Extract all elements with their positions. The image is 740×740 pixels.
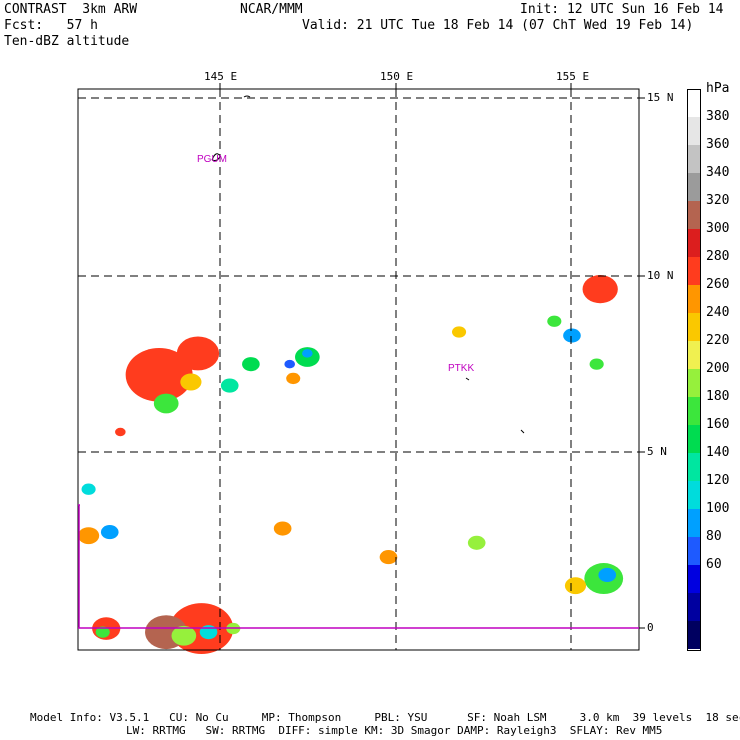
colorbar-label: 200 — [706, 361, 730, 376]
reflectivity-cells — [78, 274, 624, 654]
reflectivity-cell — [180, 373, 202, 391]
reflectivity-cell — [81, 483, 96, 495]
reflectivity-cell — [153, 393, 179, 414]
colorbar-label: 240 — [706, 305, 730, 320]
reflectivity-cell — [286, 372, 301, 385]
reflectivity-cell — [563, 328, 581, 343]
colorbar-label: 180 — [706, 389, 730, 404]
colorbar-label: 380 — [706, 109, 730, 124]
map-frame — [77, 88, 640, 651]
reflectivity-cell — [564, 577, 587, 595]
colorbar-label: 340 — [706, 165, 730, 180]
reflectivity-cell — [452, 326, 467, 338]
reflectivity-cell — [78, 527, 100, 545]
reflectivity-cell — [125, 348, 193, 402]
colorbar-label: 140 — [706, 445, 730, 460]
colorbar-label: 280 — [706, 249, 730, 264]
footer-line-1: Model Info: V3.5.1 CU: No Cu MP: Thompso… — [30, 711, 740, 724]
model-title: CONTRAST 3km ARW — [4, 2, 138, 17]
lon-label-155e: 155 E — [556, 70, 590, 83]
reflectivity-cell — [220, 378, 239, 393]
colorbar-label: 260 — [706, 277, 730, 292]
reflectivity-cell — [598, 567, 617, 583]
reflectivity-cell — [273, 521, 292, 536]
guam-island — [211, 153, 221, 161]
reflectivity-cell — [379, 550, 398, 565]
forecast-hour: Fcst: 57 h — [4, 18, 98, 33]
colorbar-unit: hPa — [706, 81, 730, 96]
lat-label-0: 0 — [647, 621, 654, 634]
lat-label-5n: 5 N — [647, 445, 667, 458]
colorbar-label: 80 — [706, 529, 722, 544]
colorbar-label: 300 — [706, 221, 730, 236]
reflectivity-cell — [171, 625, 197, 646]
lat-label-10n: 10 N — [647, 269, 674, 282]
colorbar-label: 360 — [706, 137, 730, 152]
reflectivity-cell — [100, 525, 119, 540]
field-name: Ten-dBZ altitude — [4, 34, 130, 49]
reflectivity-cell — [547, 315, 562, 327]
footer-line-2: LW: RRTMG SW: RRTMG DIFF: simple KM: 3D … — [126, 724, 663, 737]
map-plot: PGUM PTKK — [77, 83, 645, 654]
lon-label-150e: 150 E — [380, 70, 414, 83]
reflectivity-cell — [582, 274, 618, 304]
colorbar-label: 320 — [706, 193, 730, 208]
colorbar-label: 120 — [706, 473, 730, 488]
station-label: PTKK — [448, 363, 474, 374]
lat-label-15n: 15 N — [647, 91, 674, 104]
reflectivity-cell — [176, 336, 220, 371]
reflectivity-cell — [199, 625, 218, 640]
valid-time: Valid: 21 UTC Tue 18 Feb 14 (07 ChT Wed … — [302, 18, 694, 33]
station-label: PGUM — [197, 154, 227, 165]
reflectivity-cell — [302, 349, 313, 358]
reflectivity-cell — [242, 357, 260, 372]
center-name: NCAR/MMM — [240, 2, 303, 17]
colorbar-label: 220 — [706, 333, 730, 348]
colorbar-label: 100 — [706, 501, 730, 516]
reflectivity-cell — [115, 427, 126, 437]
reflectivity-cell — [467, 535, 486, 550]
reflectivity-cell — [589, 358, 604, 370]
reflectivity-cell — [284, 359, 295, 369]
colorbar-label: 160 — [706, 417, 730, 432]
reflectivity-cell — [95, 626, 110, 638]
lon-label-145e: 145 E — [204, 70, 238, 83]
init-time: Init: 12 UTC Sun 16 Feb 14 — [520, 2, 724, 17]
colorbar-label: 60 — [706, 557, 722, 572]
